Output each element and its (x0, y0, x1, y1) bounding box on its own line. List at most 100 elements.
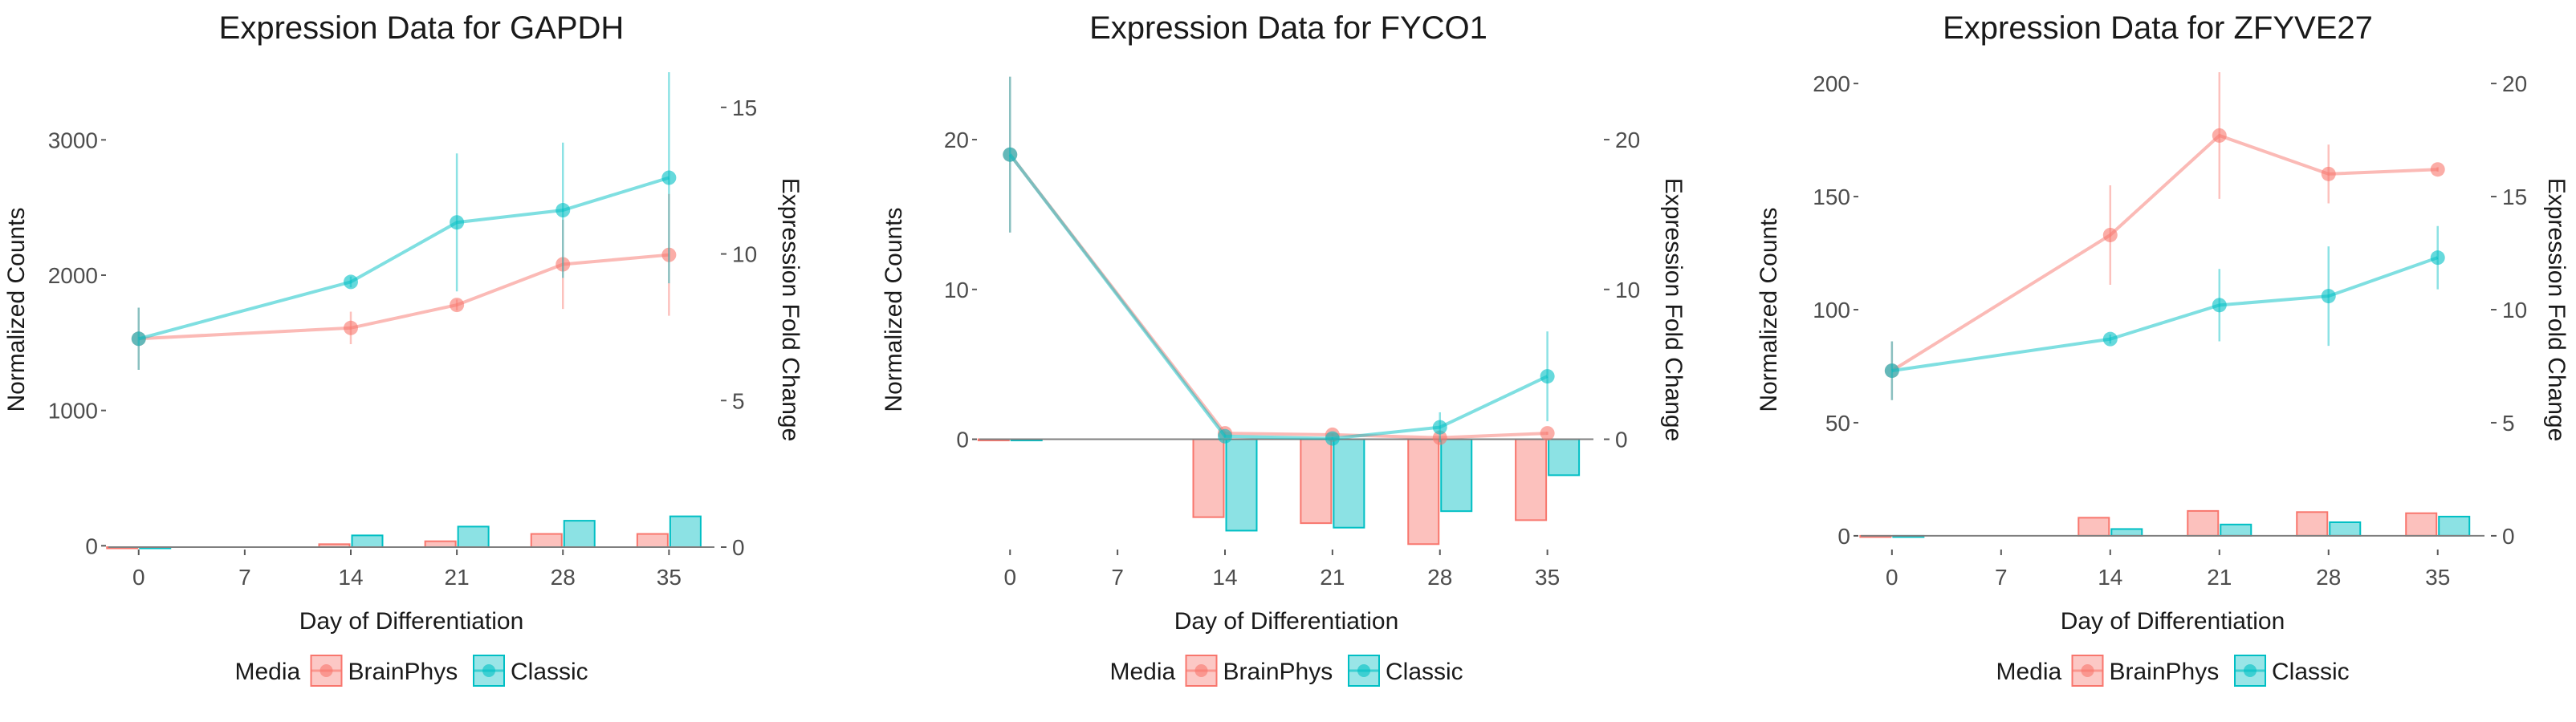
series-line (1008, 153, 1548, 440)
data-point (131, 331, 146, 347)
x-tick-label: 35 (2425, 565, 2450, 590)
x-tick-label: 21 (2207, 565, 2232, 590)
fold-change-bar (2187, 509, 2220, 537)
fold-change-bar (563, 520, 596, 548)
x-tick-label: 21 (445, 565, 470, 590)
fold-change-bar (2438, 515, 2471, 537)
y-tick-label: 0 (956, 428, 969, 452)
data-point (1432, 430, 1447, 445)
fold-change-bar (2077, 517, 2110, 537)
data-point (2102, 227, 2118, 242)
y-tick-label: 200 (1813, 71, 1850, 96)
fold-change-bar (424, 540, 457, 548)
fold-change-bar (1515, 438, 1548, 521)
legend-key-point (2081, 664, 2094, 677)
y-tick-label: 20 (944, 128, 969, 152)
data-point (555, 257, 571, 272)
x-tick-label: 28 (1427, 565, 1452, 590)
series-line (1890, 133, 2438, 372)
x-axis-title: Day of Differentiation (2061, 608, 2285, 635)
legend-key-point (1357, 664, 1370, 677)
x-tick-label: 14 (2098, 565, 2122, 590)
y2-tick-label: 5 (2502, 411, 2515, 436)
data-point (661, 170, 677, 185)
y-tick-label: 1000 (48, 399, 98, 424)
legend-key-point (319, 664, 333, 677)
data-point (2212, 128, 2227, 143)
panel-2: Expression Data for FYCO1 0 10 20 0 10 20 0 7 14 2… (881, 10, 1687, 687)
legend-label: BrainPhys (2110, 659, 2220, 685)
data-point (2321, 166, 2336, 181)
x-tick-label: 35 (1535, 565, 1560, 590)
fold-change-bar (2296, 511, 2329, 537)
panel-title: Expression Data for FYCO1 (1089, 10, 1487, 46)
fold-change-bar (1440, 438, 1473, 513)
data-point (661, 247, 677, 262)
legend-title: Media (1110, 659, 1176, 685)
x-tick-label: 28 (551, 565, 576, 590)
data-point (344, 320, 358, 335)
legend-label: Classic (511, 659, 588, 685)
x-tick-label: 7 (1111, 565, 1124, 590)
y2-tick-label: 0 (2502, 524, 2515, 549)
y2-axis-title: Expression Fold Change (777, 178, 804, 442)
y-axis-title: Normalized Counts (1756, 207, 1782, 412)
data-point (2430, 162, 2445, 177)
y-tick-label: 10 (944, 278, 969, 302)
data-point (450, 298, 465, 313)
legend-label: BrainPhys (348, 659, 458, 685)
legend-key-point (2244, 664, 2257, 677)
panel-3: Expression Data for ZFYVE27 0 50 100 150 200 0… (1756, 10, 2570, 687)
x-tick-label: 0 (132, 565, 145, 590)
fold-change-bar (351, 534, 384, 548)
x-tick-label: 28 (2316, 565, 2341, 590)
fold-change-bar (2329, 521, 2362, 537)
legend-title: Media (235, 659, 301, 685)
x-tick-label: 7 (238, 565, 251, 590)
x-tick-label: 21 (1320, 565, 1345, 590)
legend-label: Classic (2272, 659, 2350, 685)
y2-tick-label: 20 (1615, 128, 1640, 152)
data-point (2430, 250, 2445, 266)
data-point (1003, 147, 1018, 162)
y-tick-label: 0 (1837, 524, 1850, 549)
x-tick-label: 14 (1212, 565, 1237, 590)
fold-change-bar (636, 533, 669, 548)
y2-axis-title: Expression Fold Change (2543, 178, 2570, 442)
data-point (1218, 428, 1232, 444)
data-point (1540, 426, 1555, 441)
data-point (450, 215, 465, 230)
legend-label: Classic (1386, 659, 1463, 685)
fold-change-bar (1300, 438, 1333, 525)
fold-change-bar (1548, 438, 1581, 477)
legend: Media BrainPhys Classic (1996, 655, 2350, 687)
fold-change-bar (669, 515, 702, 549)
y-tick-label: 100 (1813, 298, 1850, 322)
y2-tick-label: 10 (732, 242, 757, 267)
fold-change-bar (2405, 512, 2438, 537)
data-point (1884, 363, 1899, 379)
series-line (1891, 256, 2439, 373)
y-tick-label: 150 (1813, 185, 1850, 209)
x-tick-label: 14 (338, 565, 363, 590)
legend: Media BrainPhys Classic (1110, 655, 1463, 687)
data-point (344, 274, 358, 290)
panel-title: Expression Data for ZFYVE27 (1943, 10, 2373, 46)
data-point (2212, 298, 2227, 313)
y2-tick-label: 10 (1615, 278, 1640, 302)
y-tick-label: 50 (1825, 411, 1850, 436)
fold-change-bar (530, 533, 563, 548)
y-tick-label: 3000 (48, 128, 98, 152)
legend-key-point (482, 664, 495, 677)
y2-tick-label: 0 (732, 535, 745, 560)
y2-tick-label: 20 (2502, 71, 2527, 96)
legend-title: Media (1996, 659, 2062, 685)
data-point (2321, 289, 2336, 304)
fold-change-bar (1225, 438, 1258, 532)
fold-change-bar (2220, 523, 2252, 537)
panel-1: Expression Data for GAPDH 0 1000 2000 3000 0 5… (3, 10, 804, 687)
fold-change-bar (457, 525, 490, 548)
panel-title: Expression Data for GAPDH (219, 10, 625, 46)
